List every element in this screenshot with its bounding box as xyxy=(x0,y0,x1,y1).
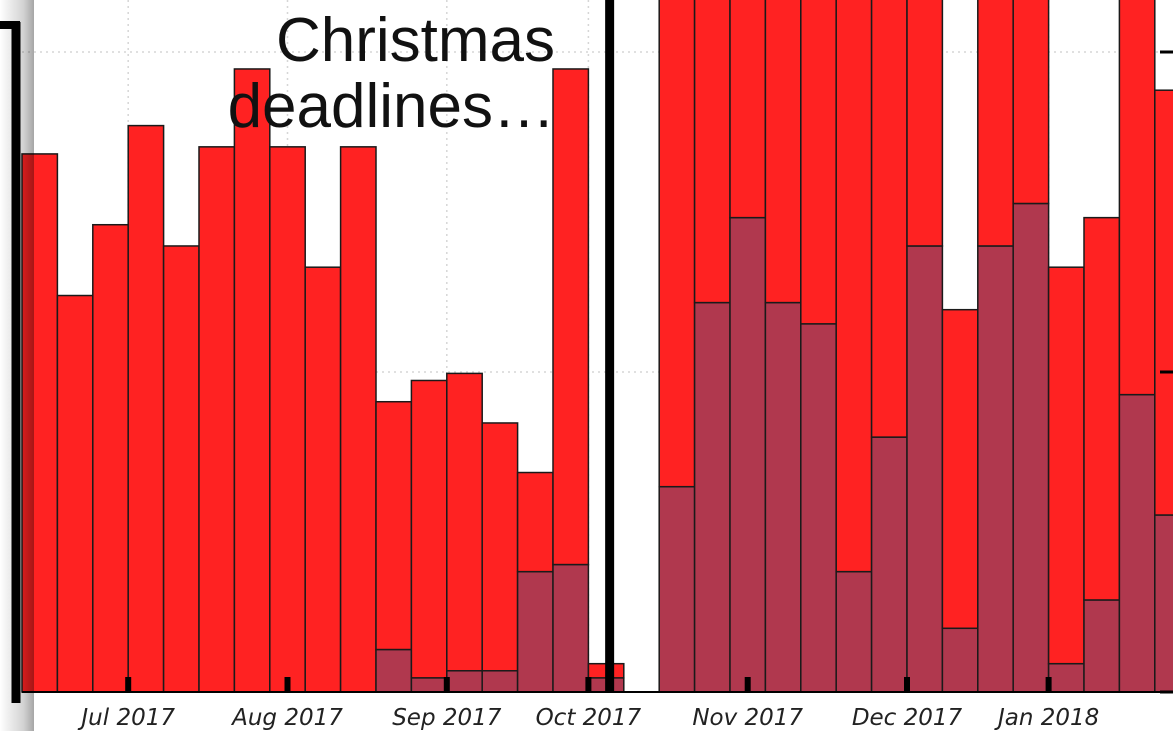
bar-bottom-14 xyxy=(516,570,554,693)
bar-bottom-28 xyxy=(1012,202,1050,693)
bar-top-1 xyxy=(56,294,94,693)
bars xyxy=(21,0,1173,693)
x-tick-mark-0 xyxy=(125,677,132,692)
bar-top-11 xyxy=(410,379,448,679)
bar-bottom-25 xyxy=(906,245,944,693)
x-tick-label-0: Jul 2017 xyxy=(77,705,175,731)
axes xyxy=(0,21,1173,703)
bar-top-8 xyxy=(304,266,342,693)
bar-top-24 xyxy=(870,0,908,438)
bar-top-14 xyxy=(516,471,554,573)
bar-bottom-27 xyxy=(977,245,1014,693)
bar-top-9 xyxy=(339,146,377,693)
bar-top-28 xyxy=(1012,0,1050,205)
bar-top-18 xyxy=(658,0,696,488)
bar-top-27 xyxy=(977,0,1014,247)
x-tick-mark-5 xyxy=(904,677,910,692)
bar-bottom-24 xyxy=(870,436,908,693)
bar-bottom-13 xyxy=(481,670,519,693)
christmas-annotation: Christmas deadlines… xyxy=(227,6,555,141)
x-tick-mark-2 xyxy=(443,677,450,692)
bar-bottom-20 xyxy=(729,216,767,693)
x-tick-label-6: Jan 2018 xyxy=(994,705,1099,731)
bar-top-19 xyxy=(693,0,731,304)
bar-top-2 xyxy=(92,223,129,693)
bar-bottom-11 xyxy=(410,677,448,693)
bar-bottom-22 xyxy=(800,323,837,693)
x-tick-label-4: Nov 2017 xyxy=(692,705,803,731)
bar-top-20 xyxy=(729,0,767,219)
bar-top-4 xyxy=(162,245,200,693)
bar-bottom-10 xyxy=(375,648,413,693)
bar-top-26 xyxy=(941,308,979,630)
bar-bottom-23 xyxy=(835,570,873,693)
bar-bottom-29 xyxy=(1047,662,1085,693)
bar-bottom-21 xyxy=(764,301,802,693)
x-tick-label-5: Dec 2017 xyxy=(852,705,963,731)
bar-top-32 xyxy=(1154,89,1173,516)
bar-top-3 xyxy=(127,124,165,693)
bar-bottom-15 xyxy=(552,563,590,693)
bar-top-6 xyxy=(233,68,271,693)
bar-top-21 xyxy=(764,0,802,304)
x-tick-mark-6 xyxy=(1045,677,1052,692)
bar-top-0 xyxy=(21,153,59,693)
x-tick-label-3: Oct 2017 xyxy=(536,705,642,731)
bar-top-15 xyxy=(552,68,590,566)
bar-bottom-31 xyxy=(1118,393,1156,693)
x-tick-mark-4 xyxy=(744,677,751,692)
bar-bottom-30 xyxy=(1083,599,1121,693)
bar-top-7 xyxy=(269,146,306,693)
bar-top-29 xyxy=(1047,266,1085,665)
x-tick-label-1: Aug 2017 xyxy=(230,705,343,731)
bar-bottom-32 xyxy=(1154,514,1173,693)
bar-top-30 xyxy=(1083,216,1121,601)
bar-top-22 xyxy=(800,0,837,325)
bar-bottom-18 xyxy=(658,485,696,693)
bar-bottom-19 xyxy=(693,301,731,693)
bar-top-25 xyxy=(906,0,944,247)
x-tick-mark-3 xyxy=(585,677,592,692)
x-tick-mark-1 xyxy=(284,677,291,692)
x-tick-labels: Jul 2017 Aug 2017 Sep 2017 Oct 2017 Nov 2017… xyxy=(77,677,1099,731)
bar-bottom-12 xyxy=(446,670,483,693)
bar-top-23 xyxy=(835,0,873,573)
bar-top-12 xyxy=(446,372,483,672)
bar-top-13 xyxy=(481,422,519,672)
x-tick-label-2: Sep 2017 xyxy=(392,705,502,731)
bar-top-10 xyxy=(375,400,413,651)
bar-top-31 xyxy=(1118,0,1156,396)
bar-top-5 xyxy=(198,146,236,693)
bar-bottom-26 xyxy=(941,627,979,693)
